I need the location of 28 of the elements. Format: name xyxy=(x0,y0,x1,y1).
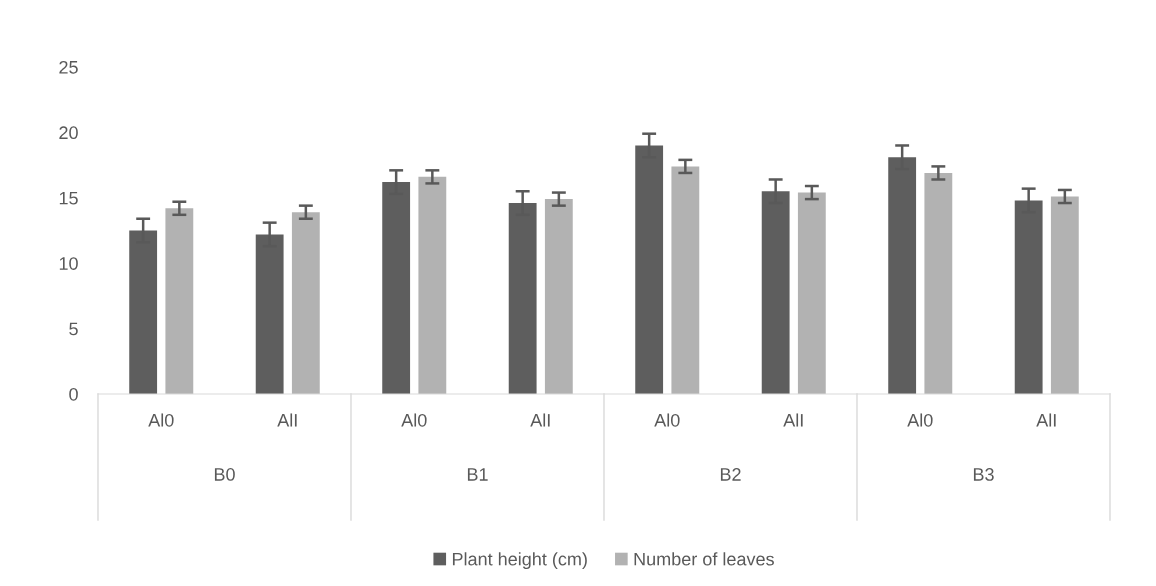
text: B3 xyxy=(973,468,994,481)
text: B1 xyxy=(467,468,488,481)
legend-label: Number of leaves xyxy=(634,552,774,566)
bar xyxy=(1050,196,1079,394)
x-tick-label: AlI xyxy=(1036,413,1056,427)
x-tick-label: Al0 xyxy=(401,413,427,427)
y-tick-label: 10 xyxy=(59,257,78,270)
bar xyxy=(797,192,826,394)
x-tick-label: AlI xyxy=(530,413,550,427)
x-tick-label: Al0 xyxy=(907,413,933,427)
x-tick-label: AlI xyxy=(783,413,803,427)
bar xyxy=(671,166,700,394)
y-tick-label: 0 xyxy=(69,387,78,401)
x-tick-label: AlI xyxy=(277,413,297,427)
bar xyxy=(544,199,573,394)
y-tick-label: 5 xyxy=(69,322,78,336)
x-tick-label: Al0 xyxy=(148,413,174,427)
bar xyxy=(924,172,953,394)
y-tick-label: 15 xyxy=(59,191,78,205)
legend-label: Plant height (cm) xyxy=(452,552,587,570)
text: B0 xyxy=(214,468,235,481)
x-tick-label: Al0 xyxy=(654,413,680,427)
bar xyxy=(418,176,447,394)
bar xyxy=(165,208,194,394)
y-tick-label: 20 xyxy=(59,126,78,140)
y-tick-label: 25 xyxy=(59,60,78,74)
text: B2 xyxy=(720,468,741,481)
bar xyxy=(291,212,320,394)
